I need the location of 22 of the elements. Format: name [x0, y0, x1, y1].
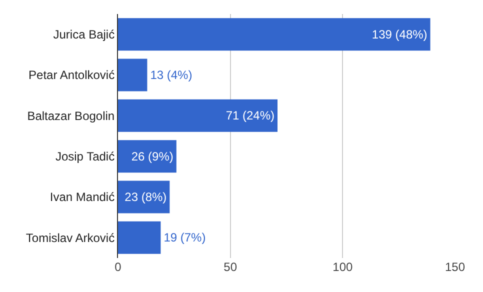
y-tick-label: Jurica Bajić — [53, 28, 115, 42]
y-tick-label: Baltazar Bogolin — [27, 108, 115, 123]
x-tick-label: 50 — [224, 260, 238, 274]
bar — [118, 140, 176, 173]
data-label: 23 (8%) — [124, 190, 167, 204]
bar — [118, 221, 161, 254]
data-label: 26 (9%) — [131, 149, 174, 164]
data-label: 13 (4%) — [150, 68, 192, 82]
bar — [118, 99, 278, 132]
x-tick-label: 0 — [114, 260, 122, 274]
y-tick-label: Ivan Mandić — [50, 190, 115, 204]
data-label: 139 (48%) — [372, 27, 428, 42]
x-tick-label: 150 — [444, 260, 466, 274]
bar — [118, 180, 170, 214]
y-tick-label: Petar Antolković — [28, 68, 115, 82]
bar — [118, 58, 148, 92]
data-label: 71 (24%) — [226, 108, 275, 123]
y-tick-label: Tomislav Arković — [26, 230, 115, 245]
data-label: 19 (7%) — [164, 230, 206, 245]
x-tick-label: 100 — [332, 260, 353, 274]
bar — [118, 18, 430, 51]
y-tick-label: Josip Tadić — [55, 150, 115, 164]
